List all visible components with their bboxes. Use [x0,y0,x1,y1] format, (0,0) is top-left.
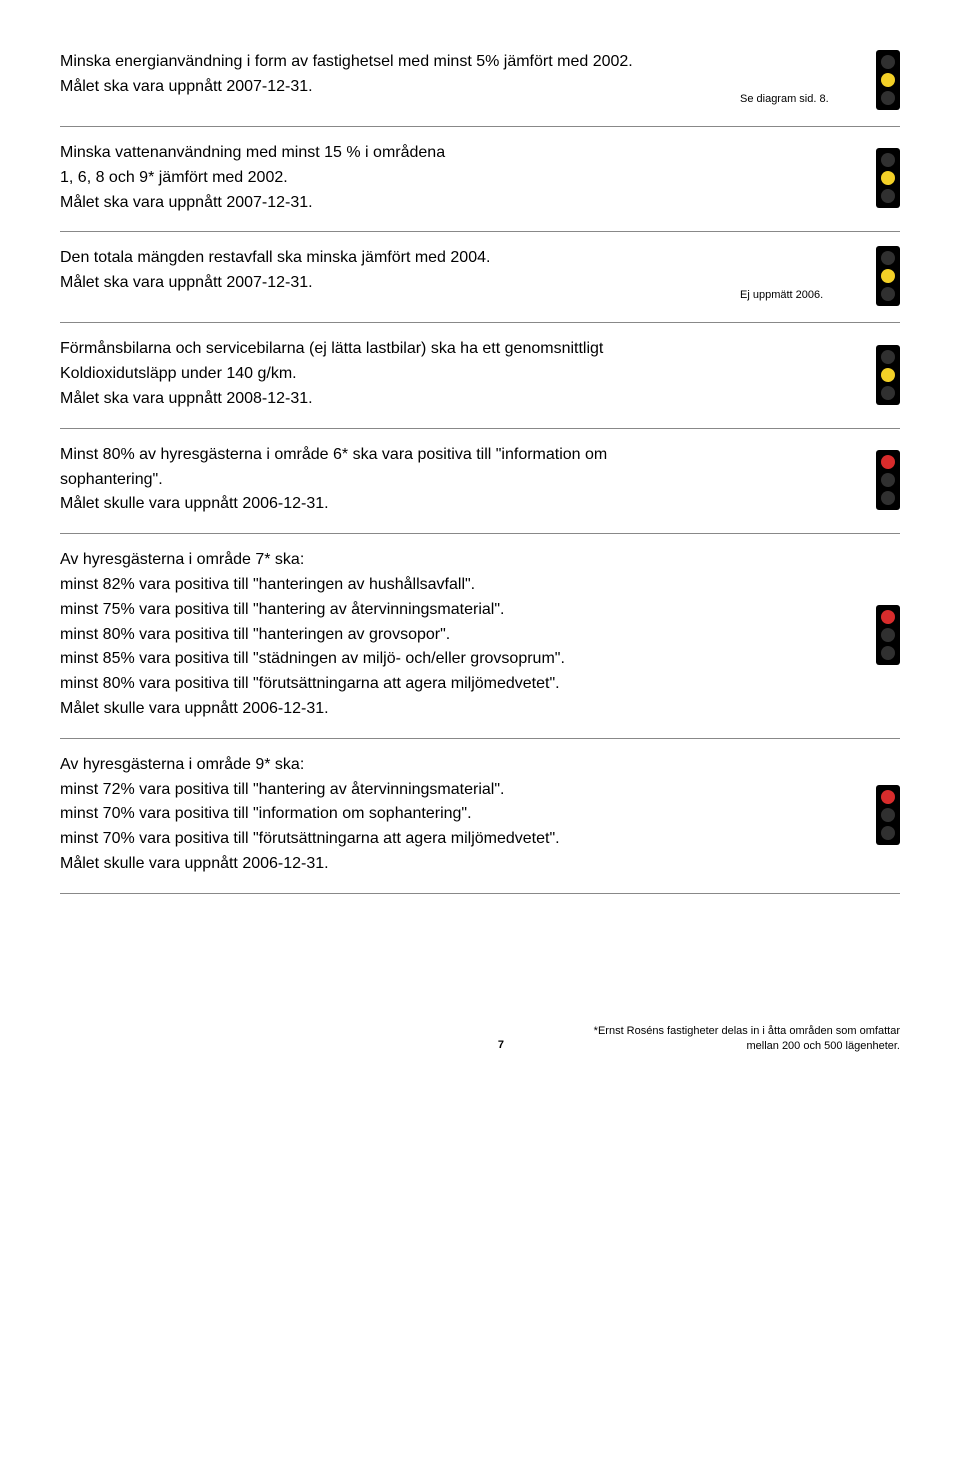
red-lamp [881,55,895,69]
red-lamp [881,350,895,364]
green-lamp [881,646,895,660]
goal-section: Av hyresgästerna i område 7* ska:minst 8… [60,534,900,739]
red-lamp [881,153,895,167]
goal-text-line: Den totala mängden restavfall ska minska… [60,246,710,271]
goal-text-line: 1, 6, 8 och 9* jämfört med 2002. [60,166,710,191]
status-light-column [850,337,900,411]
goal-text: Av hyresgästerna i område 7* ska:minst 8… [60,548,740,722]
sections-list: Minska energianvändning i form av fastig… [60,50,900,894]
footnote-line-2: mellan 200 och 500 lägenheter. [746,1040,900,1052]
goal-section: Minst 80% av hyresgästerna i område 6* s… [60,429,900,534]
goal-text-line: Av hyresgästerna i område 7* ska: [60,548,710,573]
page-number: 7 [60,1037,522,1054]
green-lamp [881,287,895,301]
goal-note: Ej uppmätt 2006. [740,246,850,306]
goal-text-line: Målet ska vara uppnått 2007-12-31. [60,191,710,216]
goal-note [740,753,850,877]
traffic-light-icon [876,50,900,110]
traffic-light-icon [876,148,900,208]
goal-text-line: Målet skulle vara uppnått 2006-12-31. [60,852,710,877]
goal-text-line: minst 82% vara positiva till "hanteringe… [60,573,710,598]
status-light-column [850,548,900,722]
goal-text-line: Målet ska vara uppnått 2007-12-31. [60,271,710,296]
goal-text-line: Minska energianvändning i form av fastig… [60,50,710,75]
page-footer: 7 *Ernst Roséns fastigheter delas in i å… [60,1024,900,1055]
goal-text-line: Av hyresgästerna i område 9* ska: [60,753,710,778]
yellow-lamp [881,368,895,382]
goal-section: Den totala mängden restavfall ska minska… [60,232,900,323]
traffic-light-icon [876,785,900,845]
goal-text-line: Målet ska vara uppnått 2007-12-31. [60,75,710,100]
goal-text-line: minst 80% vara positiva till "förutsättn… [60,672,710,697]
goal-text: Den totala mängden restavfall ska minska… [60,246,740,306]
goal-text: Förmånsbilarna och servicebilarna (ej lä… [60,337,740,411]
goal-text: Minst 80% av hyresgästerna i område 6* s… [60,443,740,517]
footnote-text: *Ernst Roséns fastigheter delas in i ått… [522,1024,900,1055]
goal-section: Minska energianvändning i form av fastig… [60,50,900,127]
footnote-line-1: *Ernst Roséns fastigheter delas in i ått… [594,1025,900,1037]
goal-text-line: Målet skulle vara uppnått 2006-12-31. [60,492,710,517]
goal-section: Minska vattenanvändning med minst 15 % i… [60,127,900,232]
green-lamp [881,491,895,505]
goal-text-line: Målet ska vara uppnått 2008-12-31. [60,387,710,412]
goal-text-line: minst 80% vara positiva till "hanteringe… [60,623,710,648]
traffic-light-icon [876,605,900,665]
status-light-column [850,50,900,110]
green-lamp [881,826,895,840]
goal-text-line: minst 72% vara positiva till "hantering … [60,778,710,803]
red-lamp [881,455,895,469]
yellow-lamp [881,628,895,642]
yellow-lamp [881,473,895,487]
goal-text: Av hyresgästerna i område 9* ska:minst 7… [60,753,740,877]
goal-note: Se diagram sid. 8. [740,50,850,110]
goal-text-line: minst 85% vara positiva till "städningen… [60,647,710,672]
goal-note [740,141,850,215]
red-lamp [881,790,895,804]
goal-note [740,443,850,517]
yellow-lamp [881,808,895,822]
status-light-column [850,246,900,306]
status-light-column [850,753,900,877]
green-lamp [881,189,895,203]
goal-text: Minska vattenanvändning med minst 15 % i… [60,141,740,215]
goal-text: Minska energianvändning i form av fastig… [60,50,740,110]
goal-text-line: Förmånsbilarna och servicebilarna (ej lä… [60,337,710,387]
traffic-light-icon [876,246,900,306]
goal-section: Förmånsbilarna och servicebilarna (ej lä… [60,323,900,428]
yellow-lamp [881,269,895,283]
goal-section: Av hyresgästerna i område 9* ska:minst 7… [60,739,900,894]
red-lamp [881,610,895,624]
goal-text-line: Minst 80% av hyresgästerna i område 6* s… [60,443,710,493]
green-lamp [881,386,895,400]
red-lamp [881,251,895,265]
goal-text-line: Målet skulle vara uppnått 2006-12-31. [60,697,710,722]
goal-note [740,548,850,722]
green-lamp [881,91,895,105]
goal-text-line: minst 75% vara positiva till "hantering … [60,598,710,623]
yellow-lamp [881,73,895,87]
goal-text-line: Minska vattenanvändning med minst 15 % i… [60,141,710,166]
goal-note [740,337,850,411]
traffic-light-icon [876,345,900,405]
status-light-column [850,443,900,517]
goal-text-line: minst 70% vara positiva till "förutsättn… [60,827,710,852]
status-light-column [850,141,900,215]
goal-text-line: minst 70% vara positiva till "informatio… [60,802,710,827]
traffic-light-icon [876,450,900,510]
yellow-lamp [881,171,895,185]
